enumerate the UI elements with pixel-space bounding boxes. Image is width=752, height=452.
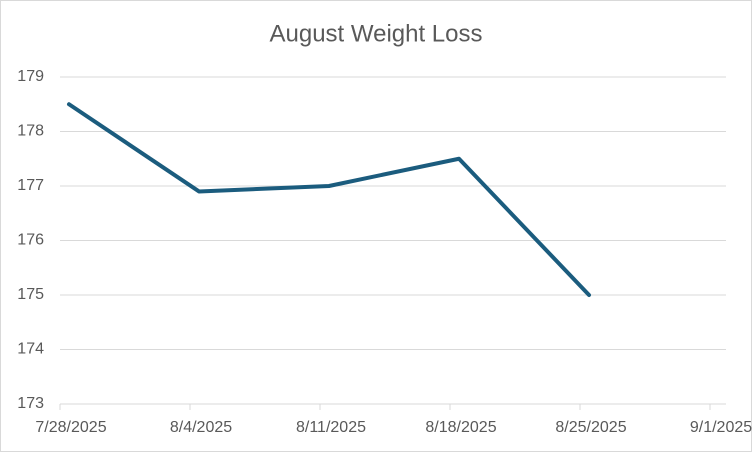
x-tick-label: 8/25/2025 [555,419,626,436]
x-tick-label: 9/1/2025 [690,419,752,436]
y-tick-label: 173 [17,395,44,412]
x-tick-label: 7/28/2025 [35,419,106,436]
y-tick-label: 175 [17,286,44,303]
data-line [67,102,591,297]
x-tick-label: 8/4/2025 [170,419,232,436]
y-tick-label: 176 [17,232,44,249]
y-tick-label: 178 [17,123,44,140]
x-tick-label: 8/11/2025 [296,419,366,436]
chart-title: August Weight Loss [269,20,482,47]
y-tick-label: 179 [17,68,44,85]
x-tick-label: 8/18/2025 [425,419,496,436]
y-tick-label: 174 [17,341,44,358]
y-tick-label: 177 [17,177,44,194]
